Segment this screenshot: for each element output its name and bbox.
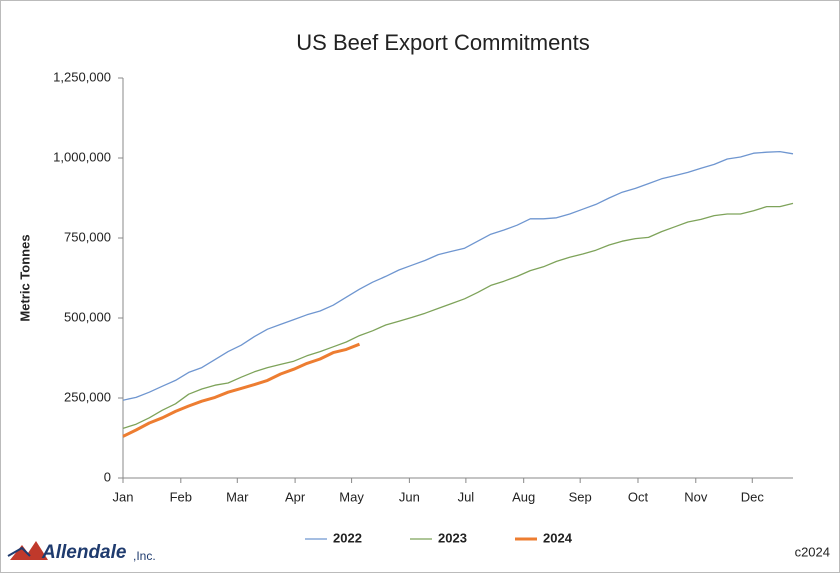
legend-label: 2022	[333, 530, 362, 545]
x-tick-label: Apr	[285, 489, 306, 504]
logo-suffix: ,Inc.	[133, 549, 156, 563]
logo-text: Allendale	[41, 542, 127, 563]
logo-icon	[10, 541, 48, 560]
legend-label: 2023	[438, 530, 467, 545]
y-tick-label: 750,000	[64, 229, 111, 244]
series-line	[122, 342, 361, 438]
x-tick-label: Nov	[684, 489, 708, 504]
x-tick-label: Feb	[170, 489, 192, 504]
x-tick-label: Mar	[226, 489, 249, 504]
x-tick-label: Jan	[113, 489, 134, 504]
series-line	[122, 150, 794, 401]
x-tick-label: Jun	[399, 489, 420, 504]
x-tick-label: May	[339, 489, 364, 504]
chart-title: US Beef Export Commitments	[296, 30, 589, 55]
y-tick-label: 1,000,000	[53, 149, 111, 164]
x-tick-label: Dec	[741, 489, 765, 504]
y-tick-label: 1,250,000	[53, 69, 111, 84]
x-tick-label: Sep	[569, 489, 592, 504]
x-tick-label: Oct	[628, 489, 649, 504]
x-tick-label: Jul	[458, 489, 475, 504]
y-tick-label: 500,000	[64, 309, 111, 324]
series-line	[122, 202, 794, 430]
x-tick-label: Aug	[512, 489, 535, 504]
y-tick-label: 250,000	[64, 389, 111, 404]
y-axis-label: Metric Tonnes	[17, 234, 32, 321]
logo-swoosh	[7, 546, 31, 557]
legend-label: 2024	[543, 530, 573, 545]
y-tick-label: 0	[104, 469, 111, 484]
copyright: c2024	[795, 544, 830, 559]
